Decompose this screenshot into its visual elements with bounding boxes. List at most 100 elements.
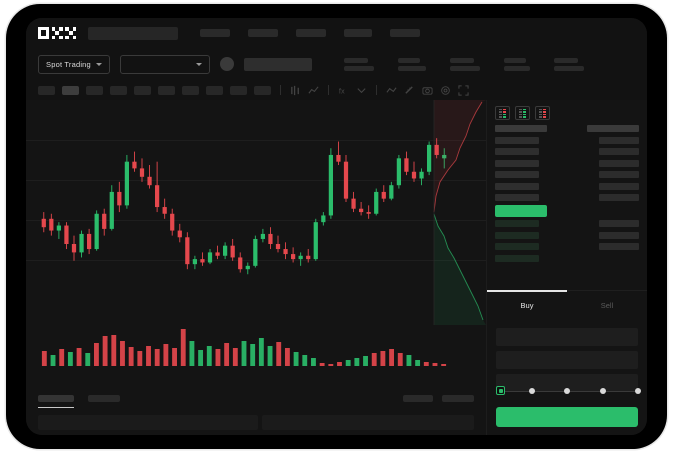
stat-group-volume xyxy=(553,57,584,71)
compare-icon[interactable] xyxy=(356,85,367,96)
orderbook-price xyxy=(495,171,539,178)
stat-group-change xyxy=(397,57,426,71)
camera-icon[interactable] xyxy=(422,85,433,96)
timeframe-button-1h[interactable] xyxy=(134,85,151,95)
slider-step-100[interactable] xyxy=(635,388,641,394)
candlestick-price-chart[interactable] xyxy=(26,100,486,300)
nav-item-4[interactable] xyxy=(344,29,372,37)
nav-item-list xyxy=(200,29,420,37)
volume-bar-chart[interactable] xyxy=(26,325,486,370)
timeframe-button-1m[interactable] xyxy=(38,85,55,95)
nav-item-1[interactable] xyxy=(200,29,230,37)
orderbook-ask-row[interactable] xyxy=(495,147,639,156)
trend-line-icon[interactable] xyxy=(386,85,397,96)
indicator-icon[interactable]: fx xyxy=(338,85,349,96)
chevron-down-icon xyxy=(195,62,202,66)
global-search-input[interactable] xyxy=(88,26,178,40)
stat-group-price xyxy=(343,57,374,71)
orderbook-bid-row[interactable] xyxy=(495,254,639,263)
order-price-field[interactable] xyxy=(496,328,638,346)
slider-step-75[interactable] xyxy=(599,388,606,394)
stat-value-bar xyxy=(397,57,420,63)
order-total-field[interactable] xyxy=(496,374,638,392)
orderbook-header-row[interactable] xyxy=(495,124,639,133)
orderbook-ask-row[interactable] xyxy=(495,170,639,179)
tab-buy[interactable]: Buy xyxy=(487,290,567,320)
action-cancel-all[interactable] xyxy=(442,395,474,402)
tab-order-history[interactable] xyxy=(88,395,120,402)
timeframe-button-5m[interactable] xyxy=(62,85,79,95)
orderbook-bid-row[interactable] xyxy=(495,219,639,228)
trading-mode-select[interactable]: Spot Trading xyxy=(38,54,110,74)
toolbar-divider xyxy=(328,85,329,95)
table-cell-1 xyxy=(38,415,258,430)
market-sub-header: Spot Trading xyxy=(26,48,647,80)
timeframe-button-15m[interactable] xyxy=(86,85,103,95)
stat-value-bar xyxy=(343,65,374,71)
timeframe-button-more[interactable] xyxy=(254,85,271,95)
order-entry-form xyxy=(487,322,647,403)
nav-item-2[interactable] xyxy=(248,29,278,37)
orderbook-ask-row[interactable] xyxy=(495,136,639,145)
tab-label xyxy=(38,395,74,402)
logo-glyph-x xyxy=(65,27,76,39)
orderbook-mid-price xyxy=(495,204,639,217)
orderbook-ask-row[interactable] xyxy=(495,193,639,202)
nav-item-5[interactable] xyxy=(390,29,420,37)
orderbook-view-bids-icon[interactable] xyxy=(515,106,530,120)
orderbook-ask-row[interactable] xyxy=(495,159,639,168)
stat-value-bar xyxy=(553,57,578,63)
toolbar-divider xyxy=(376,85,377,95)
stat-value-bar xyxy=(449,65,480,71)
amount-percent-slider[interactable] xyxy=(496,386,641,397)
orders-actions xyxy=(403,395,474,402)
orderbook-bid-row[interactable] xyxy=(495,242,639,251)
orderbook-rows[interactable] xyxy=(487,124,647,263)
chevron-down-icon xyxy=(95,62,102,66)
orders-panel xyxy=(26,387,486,435)
slider-step-0[interactable] xyxy=(496,386,505,395)
slider-step-50[interactable] xyxy=(564,388,570,394)
tab-sell[interactable]: Sell xyxy=(600,301,614,310)
chart-gridline xyxy=(26,140,486,141)
orderbook-ask-row[interactable] xyxy=(495,182,639,191)
orderbook-view-both-icon[interactable] xyxy=(495,106,510,120)
stat-value-bar xyxy=(397,65,426,71)
ruler-icon[interactable] xyxy=(404,85,415,96)
chart-panel[interactable] xyxy=(26,100,486,387)
svg-text:fx: fx xyxy=(339,86,345,95)
place-buy-order-button[interactable] xyxy=(496,407,638,427)
fullscreen-icon[interactable] xyxy=(458,84,469,96)
timeframe-button-4h[interactable] xyxy=(158,85,175,95)
timeframe-button-1m[interactable] xyxy=(230,85,247,95)
timeframe-button-30m[interactable] xyxy=(110,85,127,95)
slider-step-25[interactable] xyxy=(528,388,535,394)
orderbook-amount xyxy=(599,148,639,155)
orderbook-amount xyxy=(599,194,639,201)
order-amount-field[interactable] xyxy=(496,351,638,369)
candlestick-icon[interactable] xyxy=(290,85,301,96)
orderbook-price xyxy=(495,243,539,250)
action-hide-other-pairs[interactable] xyxy=(403,395,433,402)
tab-open-orders[interactable] xyxy=(38,395,74,408)
stat-value-bar xyxy=(553,65,584,71)
orderbook-price xyxy=(495,182,539,190)
orderbook-bid-row[interactable] xyxy=(495,231,639,240)
orderbook-view-asks-icon[interactable] xyxy=(535,106,550,120)
timeframe-button-1w[interactable] xyxy=(206,85,223,95)
stat-value-bar xyxy=(503,57,526,63)
orderbook-view-toggles xyxy=(487,100,647,124)
market-stats xyxy=(343,57,584,71)
trading-mode-label: Spot Trading xyxy=(46,59,91,69)
trading-pair-select[interactable] xyxy=(119,54,210,74)
line-chart-icon[interactable] xyxy=(308,85,319,96)
orderbook-amount xyxy=(599,171,639,178)
coin-avatar-icon xyxy=(219,57,234,71)
okx-logo[interactable] xyxy=(38,27,76,39)
nav-item-3[interactable] xyxy=(296,29,326,37)
chart-gridline xyxy=(26,220,486,221)
timeframe-button-1d[interactable] xyxy=(182,85,199,95)
settings-icon[interactable] xyxy=(440,85,451,96)
orderbook-price xyxy=(495,194,539,201)
orderbook-price xyxy=(495,231,539,239)
